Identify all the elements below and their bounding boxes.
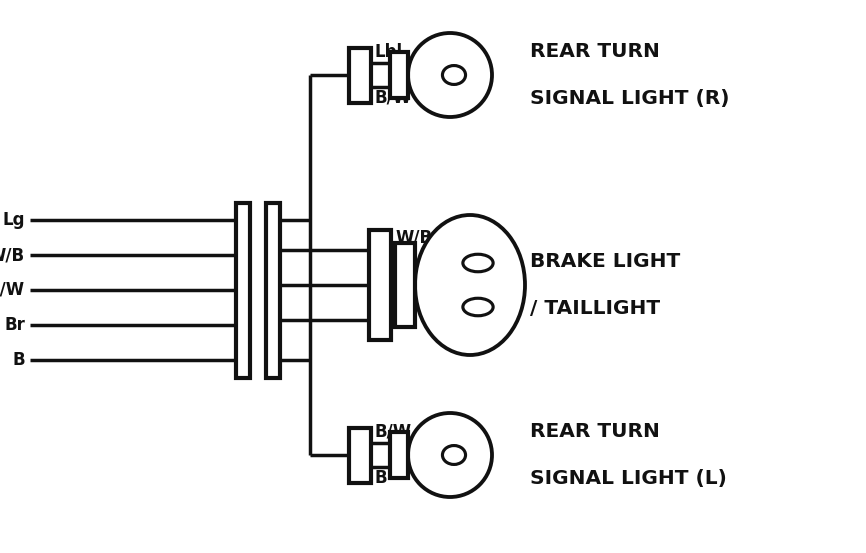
Text: B: B [375,469,388,487]
Text: Lg: Lg [3,211,25,229]
Ellipse shape [443,446,466,465]
Text: SIGNAL LIGHT (L): SIGNAL LIGHT (L) [530,469,727,488]
Text: / TAILLIGHT: / TAILLIGHT [530,299,660,318]
Bar [369,230,391,340]
Ellipse shape [415,215,525,355]
Bar [390,52,408,98]
Text: B/W: B/W [375,89,412,107]
Circle shape [408,33,492,117]
Bar [349,48,371,102]
Ellipse shape [443,66,466,85]
Bar [395,243,415,327]
Bar [236,202,250,378]
Ellipse shape [462,254,493,272]
Text: B/W: B/W [395,264,432,282]
Text: BRAKE LIGHT: BRAKE LIGHT [530,252,681,271]
Text: SIGNAL LIGHT (R): SIGNAL LIGHT (R) [530,89,729,108]
Text: Br: Br [4,316,25,334]
Bar [266,202,280,378]
Text: Gr: Gr [395,299,417,317]
Bar [390,432,408,478]
Text: W/B: W/B [0,246,25,264]
Text: B: B [12,351,25,369]
Bar [349,427,371,483]
Text: B/W: B/W [375,423,412,441]
Text: REAR TURN: REAR TURN [530,422,660,441]
Text: REAR TURN: REAR TURN [530,42,660,61]
Ellipse shape [462,298,493,316]
Text: B/W: B/W [0,281,25,299]
Text: W/B: W/B [395,229,432,247]
Text: Lbl: Lbl [375,43,404,61]
Circle shape [408,413,492,497]
